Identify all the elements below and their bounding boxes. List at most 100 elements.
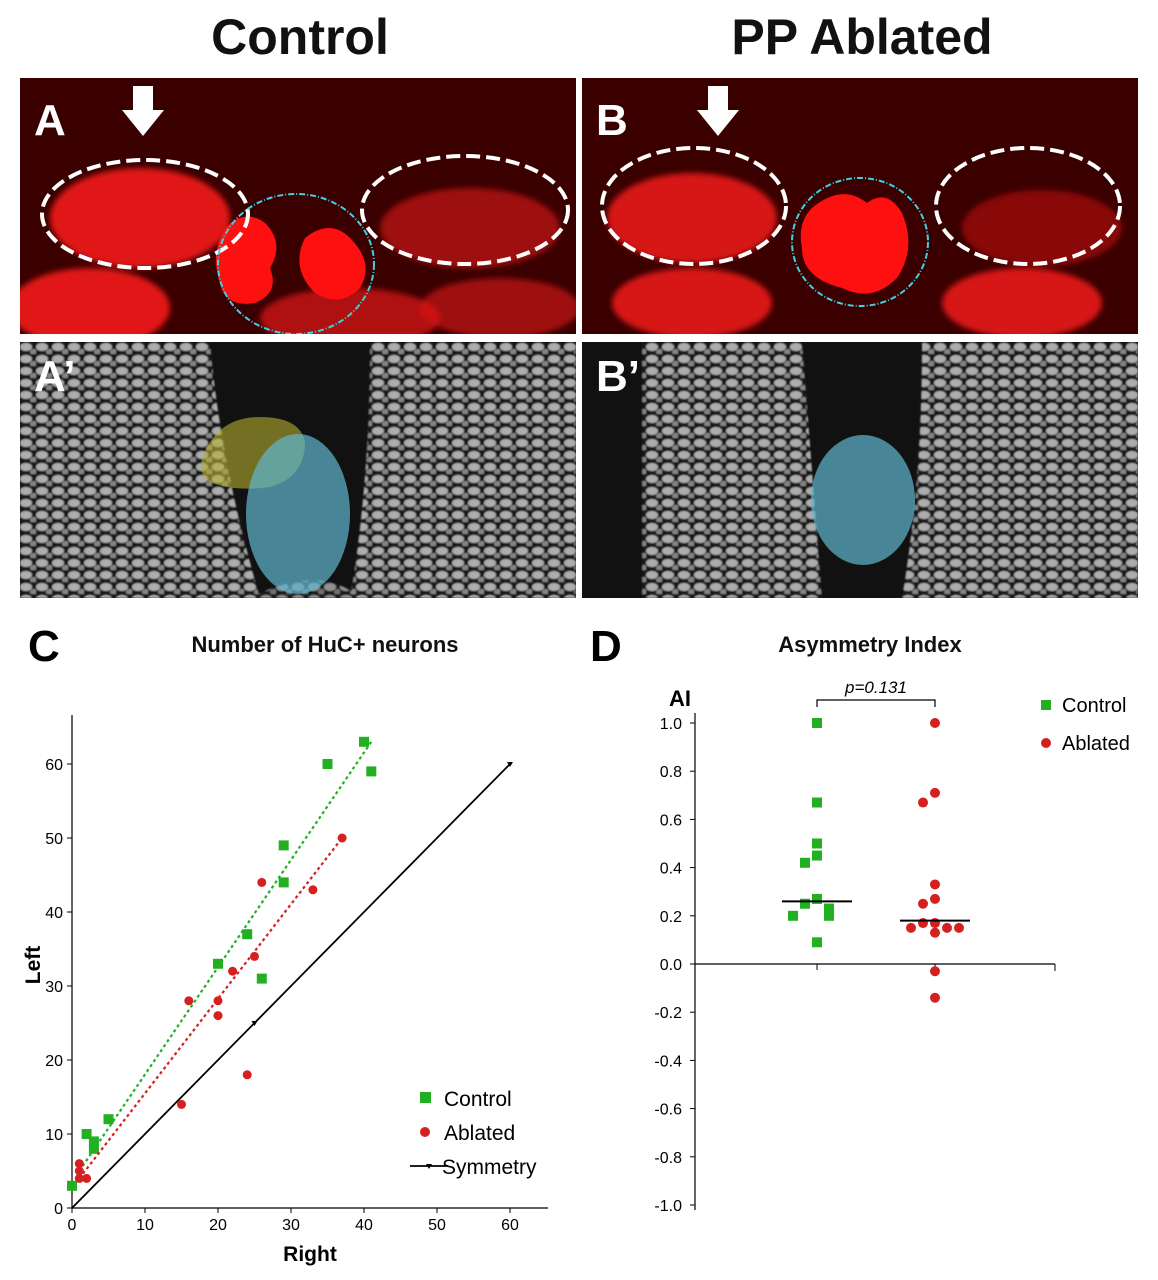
ablated-point — [954, 922, 964, 933]
pineal-outline — [217, 193, 375, 334]
right-habenula-outline — [360, 154, 570, 266]
ablated-point — [308, 885, 318, 895]
panel-label-b: B — [596, 96, 628, 145]
control-point — [322, 759, 333, 769]
left-habenula-outline — [600, 146, 788, 266]
panel-b-image — [582, 78, 1138, 334]
control-point — [800, 898, 810, 909]
control-point — [366, 766, 377, 777]
y-tick-label: 0.6 — [660, 812, 682, 829]
control-point — [812, 893, 822, 904]
control-point — [788, 910, 798, 921]
y-tick-label: 0.0 — [660, 957, 682, 974]
legend-label: Control — [1062, 695, 1126, 717]
control-point — [256, 973, 267, 984]
y-axis-label: AI — [669, 686, 691, 711]
y-tick-label: 50 — [45, 831, 63, 848]
x-tick-label: 0 — [68, 1217, 77, 1234]
y-tick-label: 0.8 — [660, 764, 682, 781]
chart-d-title: Asymmetry Index — [778, 632, 962, 657]
panel-a-prime-micrograph: A’ — [20, 342, 576, 598]
y-axis-label: Left — [22, 946, 45, 985]
y-tick-label: -0.8 — [654, 1150, 682, 1167]
ablated-point — [930, 966, 940, 977]
control-point — [67, 1180, 77, 1191]
control-column-title: Control — [211, 9, 389, 65]
control-point — [103, 1114, 114, 1125]
control-trendline — [78, 741, 373, 1172]
control-point — [812, 850, 822, 861]
ablated-point — [930, 992, 940, 1003]
panel-label-c: C — [28, 622, 60, 671]
ablated-point — [942, 922, 952, 933]
y-tick-label: 20 — [45, 1053, 63, 1070]
y-tick-label: -0.6 — [654, 1102, 682, 1119]
p-value-label: p=0.131 — [844, 678, 907, 697]
ablated-point — [337, 833, 347, 843]
y-tick-label: -0.2 — [654, 1005, 682, 1022]
ablated-trendline — [78, 837, 343, 1180]
control-point — [278, 840, 289, 851]
ablated-point — [918, 797, 928, 808]
control-point — [359, 736, 369, 747]
symmetry-marker — [251, 1021, 258, 1026]
y-tick-label: 30 — [45, 979, 63, 996]
ablated-column-title: PP Ablated — [731, 9, 993, 65]
y-tick-label: 40 — [45, 905, 63, 922]
panel-a-prime-image — [20, 342, 576, 598]
y-tick-label: 0.2 — [660, 909, 682, 926]
left-habenula-outline — [40, 158, 250, 270]
control-point — [81, 1129, 92, 1139]
y-tick-label: -1.0 — [654, 1198, 682, 1215]
control-point — [242, 929, 253, 940]
legend-marker-control — [1041, 700, 1051, 710]
panel-b-micrograph: B — [582, 78, 1138, 334]
arrow-icon — [697, 86, 739, 136]
control-point — [812, 838, 822, 849]
control-point — [812, 797, 822, 808]
legend-marker-symmetry-tip — [426, 1164, 432, 1169]
panel-label-d: D — [590, 622, 622, 671]
symmetry-marker — [507, 762, 513, 767]
ablated-point — [74, 1166, 84, 1176]
ablated-point — [930, 718, 940, 728]
control-point — [812, 937, 822, 948]
ablated-point — [930, 893, 940, 904]
x-axis-label: Right — [283, 1243, 337, 1266]
ablated-point — [918, 918, 928, 929]
ablated-point — [250, 951, 259, 961]
ablated-point — [177, 1099, 186, 1109]
x-tick-label: 10 — [136, 1217, 154, 1234]
y-tick-label: 0 — [54, 1201, 63, 1218]
symmetry-line — [71, 763, 511, 1209]
ablated-point — [242, 1070, 252, 1080]
ablated-point — [213, 1011, 223, 1021]
legend-marker-ablated — [420, 1127, 430, 1137]
x-tick-label: 50 — [428, 1217, 446, 1234]
x-tick-label: 40 — [355, 1217, 373, 1234]
ablated-point — [213, 996, 223, 1006]
ablated-point — [930, 927, 940, 938]
pineal-outline — [791, 177, 929, 307]
ablated-point — [82, 1173, 92, 1183]
control-point — [812, 718, 822, 728]
chart-c-title: Number of HuC+ neurons — [191, 632, 459, 657]
y-tick-label: 1.0 — [660, 716, 682, 733]
ablated-point — [930, 787, 940, 798]
legend-label: Control — [444, 1088, 512, 1111]
arrow-icon — [122, 86, 164, 136]
ablated-point — [906, 922, 916, 933]
ablated-point — [930, 918, 940, 929]
control-point — [88, 1143, 99, 1154]
panel-b-prime-image — [582, 342, 1138, 598]
pineal-highlight — [811, 435, 915, 565]
legend-marker-ablated — [1041, 738, 1051, 748]
panel-a-micrograph: A — [20, 78, 576, 334]
y-tick-label: 0.4 — [660, 861, 682, 878]
ablated-point — [184, 996, 194, 1006]
panel-label-a: A — [34, 96, 66, 145]
chart-c-scatter: 0 10 20 30 40 50 60 0 10 20 30 40 50 60 Right Left Contr… — [22, 715, 548, 1266]
y-tick-label: -0.4 — [654, 1053, 682, 1070]
chart-d-scatter: 1.0 0.8 0.6 0.4 0.2 0.0 -0.2 -0.4 -0.6 -0.8 -1.0 AI… — [654, 678, 1129, 1215]
pineal-highlight — [246, 434, 350, 594]
